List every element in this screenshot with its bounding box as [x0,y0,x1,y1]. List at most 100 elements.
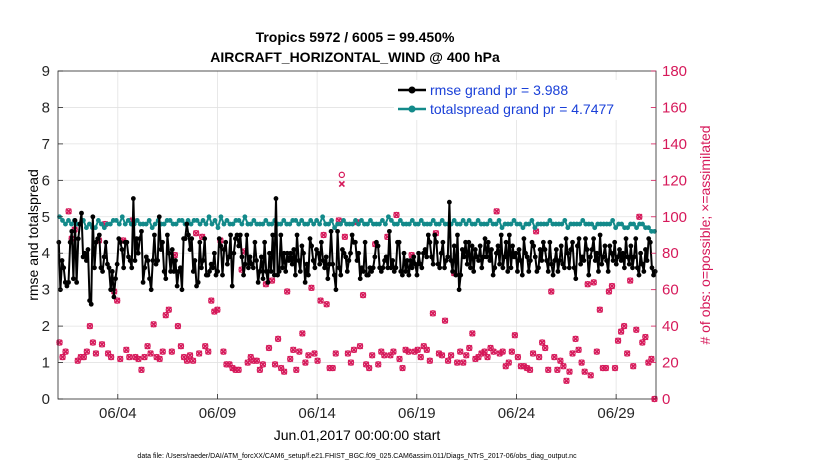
rmse-point [391,269,397,274]
obs-possible-point [633,326,640,333]
obs-possible-point [296,348,303,355]
totalspread-point [589,221,595,227]
obs-possible-point [244,359,251,366]
obs-assimilated-point [126,353,133,361]
rmse-point [539,258,545,263]
obs-possible-point [92,350,100,357]
rmse-point [246,265,251,271]
rmse-point [643,247,648,252]
obs-assimilated-point [311,350,318,357]
totalspread-point [451,218,457,223]
obs-possible-point [405,348,412,355]
rmse-point [575,243,580,249]
obs-possible-point [396,355,403,363]
rmse-point [190,269,196,274]
legend-spread-label: totalspread grand pr = 4.7477 [430,101,614,117]
obs-assimilated-point [484,353,491,361]
obs-possible-point [202,342,209,350]
totalspread-point [466,218,472,223]
obs-possible-point [438,352,446,359]
rmse-point [150,258,156,263]
rmse-point [171,269,177,274]
obs-assimilated-point [320,231,327,239]
rmse-point [205,272,211,278]
y-tick-label-right: 140 [662,136,687,153]
rmse-point [485,239,491,245]
rmse-point [375,243,381,249]
obs-possible-point [423,346,431,353]
obs-possible-point [551,353,558,361]
rmse-point [540,239,546,245]
obs-assimilated-point [271,361,279,368]
obs-possible-point [302,359,309,366]
rmse-point [202,236,208,242]
rmse-point [542,247,548,252]
rmse-point [231,250,237,256]
obs-assimilated-point [305,352,312,359]
rmse-point [649,265,655,271]
totalspread-point [559,221,565,227]
obs-possible-point [441,317,449,324]
obs-assimilated-point [469,330,476,337]
obs-assimilated-point [356,342,364,350]
totalspread-point [409,218,415,223]
totalspread-point [179,218,185,223]
totalspread-point [532,225,538,231]
obs-possible-point [542,344,549,352]
rmse-point [434,239,439,245]
totalspread-point [368,218,373,223]
rmse-point [223,239,229,245]
rmse-point [74,279,80,285]
obs-possible-point [605,288,613,295]
rmse-point [458,272,464,278]
totalspread-point [293,218,299,223]
rmse-point [88,301,94,307]
obs-possible-point [156,355,163,363]
obs-assimilated-point [89,339,97,346]
rmse-point [586,272,592,278]
rmse-point [464,261,470,267]
obs-assimilated-point [138,366,145,374]
rmse-point [406,272,412,278]
rmse-point [396,239,402,245]
rmse-point [293,272,298,278]
rmse-point [145,258,151,263]
totalspread-point [152,221,158,227]
totalspread-point [365,221,370,227]
rmse-point [333,287,339,293]
totalspread-point [487,218,493,223]
totalspread-point [634,225,639,231]
rmse-point [323,254,329,260]
rmse-point [403,269,409,274]
rmse-point [126,254,131,260]
rmse-point [652,269,658,274]
rmse-point [140,279,146,285]
obs-assimilated-point [314,357,321,364]
obs-assimilated-point [192,230,200,237]
obs-possible-point [417,353,424,361]
obs-possible-point [180,353,188,361]
obs-possible-point [265,344,273,352]
obs-possible-point [62,348,69,355]
obs-possible-point [487,344,494,352]
rmse-point [519,272,525,278]
obs-possible-point [399,364,406,372]
rmse-point [469,243,475,249]
rmse-point [437,265,443,271]
totalspread-point [385,214,391,220]
x-tick-label: 06/19 [398,405,436,422]
legend-rmse-marker [408,86,416,94]
totalspread-point [236,218,242,223]
rmse-point [620,250,626,256]
rmse-point [502,254,507,260]
obs-assimilated-point [520,363,528,370]
rmse-point [427,239,433,245]
totalspread-point [394,221,400,227]
obs-assimilated-point [156,355,163,363]
rmse-point [186,232,191,238]
rmse-point [623,236,629,242]
obs-assimilated-point [162,312,169,319]
obs-possible-point [502,363,509,370]
totalspread-point [565,225,571,231]
obs-assimilated-point [195,350,203,357]
